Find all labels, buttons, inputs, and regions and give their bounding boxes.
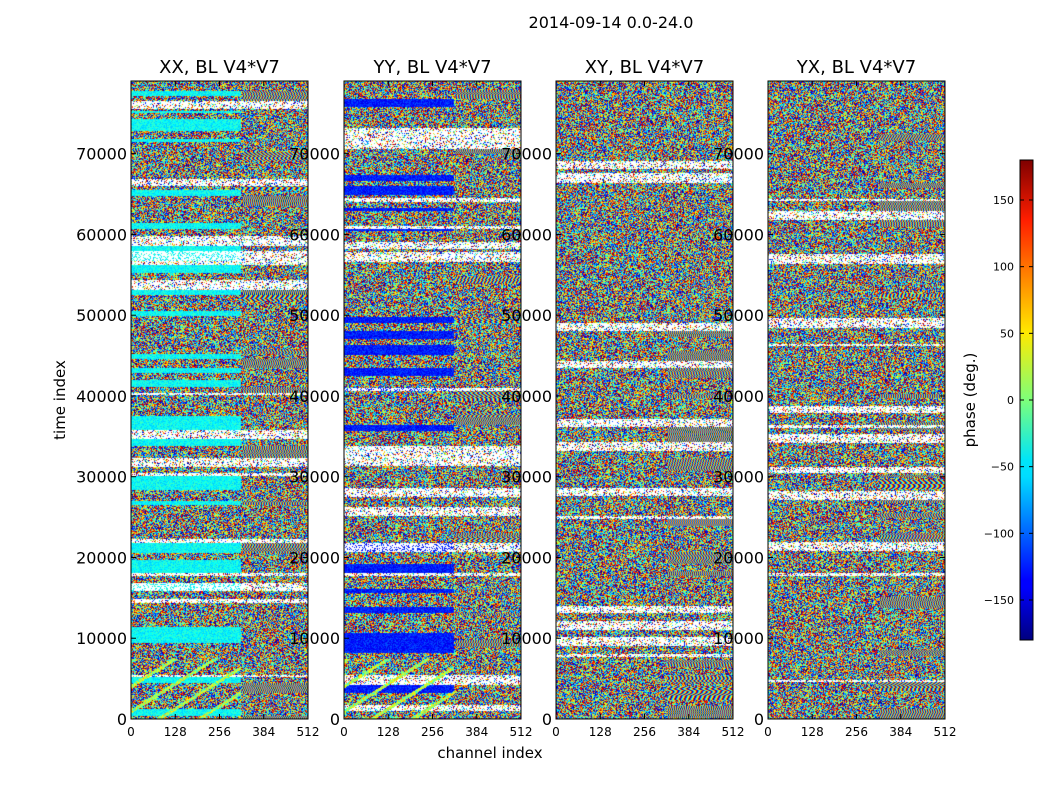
y-tick-label: 40000 — [76, 387, 127, 406]
x-tick-label: 128 — [801, 725, 824, 739]
colorbar-tick-label: 50 — [1000, 327, 1014, 340]
y-tick-label: 60000 — [289, 225, 340, 244]
x-tick-label: 512 — [934, 725, 957, 739]
y-tick-label: 50000 — [289, 306, 340, 325]
y-tick-label: 30000 — [289, 468, 340, 487]
y-tick-label: 10000 — [713, 629, 764, 648]
y-tick-label: 70000 — [289, 145, 340, 164]
y-tick-label: 10000 — [501, 629, 552, 648]
y-tick-label: 40000 — [289, 387, 340, 406]
panel-yy: YY, BL V4*V7 0 128 256 384 512 0 10000 20000 3000… — [289, 57, 532, 739]
colorbar-tick-label: −50 — [991, 461, 1014, 474]
figure-suptitle: 2014-09-14 0.0-24.0 — [529, 13, 694, 32]
x-tick-label: 128 — [589, 725, 612, 739]
y-tick-label: 70000 — [713, 145, 764, 164]
panel-xx: XX, BL V4*V7 0 128 256 384 512 0 10000 20000 3000… — [76, 57, 319, 739]
panel-title: YY, BL V4*V7 — [372, 57, 491, 78]
heatmap-xx — [131, 81, 308, 719]
y-tick-label: 20000 — [289, 548, 340, 567]
y-tick-label: 30000 — [501, 468, 552, 487]
y-tick-label: 30000 — [76, 468, 127, 487]
x-tick-label: 384 — [465, 725, 488, 739]
y-axis-label: time index — [51, 360, 69, 440]
y-tick-label: 0 — [754, 710, 764, 729]
x-tick-label: 256 — [633, 725, 656, 739]
y-tick-label: 50000 — [76, 306, 127, 325]
y-tick-label: 30000 — [713, 468, 764, 487]
x-tick-label: 512 — [297, 725, 320, 739]
y-tick-label: 40000 — [501, 387, 552, 406]
x-tick-label: 256 — [208, 725, 231, 739]
y-tick-label: 0 — [117, 710, 127, 729]
colorbar-label: phase (deg.) — [961, 353, 979, 448]
heatmap-xy — [556, 81, 733, 719]
y-tick-label: 0 — [542, 710, 552, 729]
x-tick-label: 0 — [340, 725, 348, 739]
colorbar-tick-label: 0 — [1007, 394, 1014, 407]
x-tick-label: 384 — [677, 725, 700, 739]
x-tick-label: 512 — [722, 725, 745, 739]
y-tick-label: 20000 — [501, 548, 552, 567]
y-tick-label: 70000 — [76, 145, 127, 164]
x-tick-label: 384 — [252, 725, 275, 739]
y-tick-label: 10000 — [76, 629, 127, 648]
x-tick-label: 256 — [845, 725, 868, 739]
panel-yx: YX, BL V4*V7 0 128 256 384 512 0 10000 20000 3000… — [713, 57, 956, 739]
colorbar: −150 −100 −50 0 50 100 150 phase (deg.) — [961, 159, 1034, 641]
y-tick-label: 60000 — [76, 225, 127, 244]
y-tick-label: 70000 — [501, 145, 552, 164]
colorbar-tick-label: 100 — [993, 261, 1014, 274]
panel-title: XX, BL V4*V7 — [159, 57, 280, 78]
y-tick-label: 50000 — [713, 306, 764, 325]
x-tick-label: 128 — [164, 725, 187, 739]
x-tick-label: 512 — [510, 725, 533, 739]
x-tick-label: 0 — [764, 725, 772, 739]
y-tick-label: 60000 — [713, 225, 764, 244]
heatmap-yx — [768, 81, 945, 719]
x-tick-label: 384 — [889, 725, 912, 739]
x-tick-label: 0 — [127, 725, 135, 739]
x-tick-label: 128 — [377, 725, 400, 739]
y-tick-label: 20000 — [76, 548, 127, 567]
y-tick-label: 0 — [330, 710, 340, 729]
colorbar-tick-label: 150 — [993, 194, 1014, 207]
colorbar-tick-label: −100 — [984, 527, 1014, 540]
heatmap-yy — [344, 81, 521, 719]
x-axis-label: channel index — [437, 744, 542, 762]
panel-xy: XY, BL V4*V7 0 128 256 384 512 0 10000 20000 3000… — [501, 57, 744, 739]
colorbar-tick-label: −150 — [984, 594, 1014, 607]
y-tick-label: 20000 — [713, 548, 764, 567]
y-tick-label: 40000 — [713, 387, 764, 406]
y-tick-label: 10000 — [289, 629, 340, 648]
x-tick-label: 256 — [421, 725, 444, 739]
y-tick-label: 50000 — [501, 306, 552, 325]
x-tick-label: 0 — [552, 725, 560, 739]
y-tick-label: 60000 — [501, 225, 552, 244]
panel-title: XY, BL V4*V7 — [585, 57, 704, 78]
panel-title: YX, BL V4*V7 — [796, 57, 916, 78]
